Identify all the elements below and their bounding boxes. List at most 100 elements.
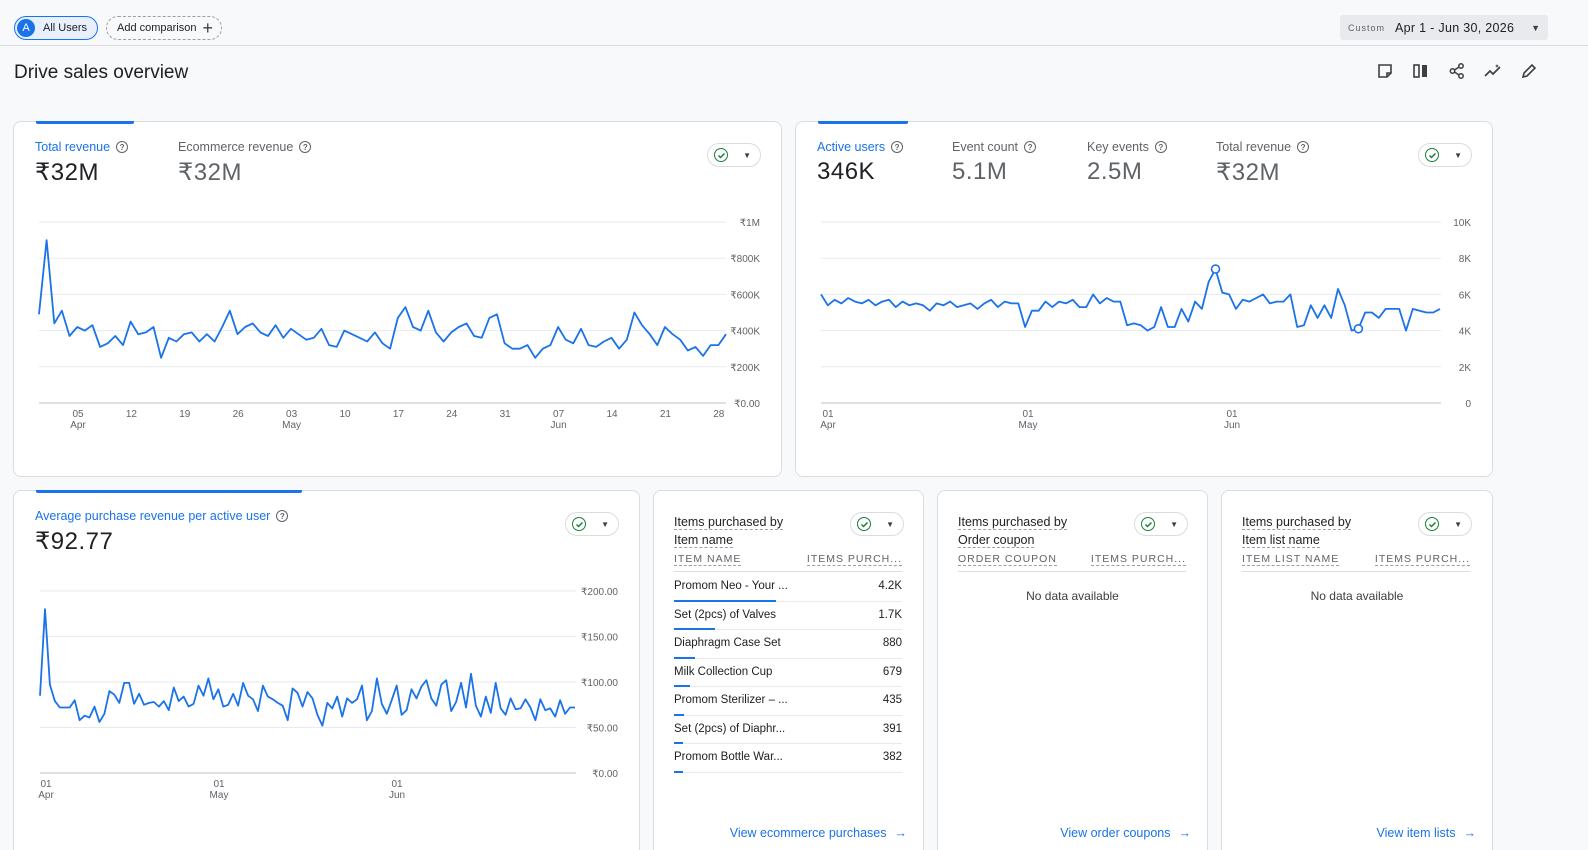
chevron-down-icon: ▼: [1454, 150, 1462, 160]
items-by-name-card: Items purchased by Item name ▼ ITEM NAME…: [653, 490, 924, 850]
view-item-lists-link[interactable]: View item lists →: [1377, 826, 1476, 840]
x-tick-month: Jun: [551, 420, 567, 431]
x-tick-label: 01: [822, 409, 834, 420]
metric-label: Ecommerce revenue: [178, 140, 294, 154]
data-quality-chip[interactable]: ▼: [1134, 512, 1188, 536]
metric-key-events[interactable]: Key events? 2.5M: [1087, 140, 1167, 186]
metric-value: ₹32M: [35, 159, 99, 186]
y-tick-label: ₹0.00: [734, 399, 760, 410]
check-circle-icon: [1425, 148, 1439, 162]
help-icon[interactable]: ?: [1297, 141, 1310, 153]
item-name-cell: Set (2pcs) of Valves: [674, 608, 777, 621]
check-circle-icon: [857, 517, 871, 531]
column-header-items-purchased[interactable]: ITEMS PURCH...: [1090, 553, 1186, 566]
card-title-line2[interactable]: Order coupon: [958, 533, 1035, 548]
revenue-card: Total revenue? ₹32M Ecommerce revenue? ₹…: [13, 121, 782, 477]
metric-label: Active users: [817, 140, 886, 154]
x-tick-month: May: [282, 420, 301, 431]
metric-value: ₹32M: [178, 159, 242, 186]
date-range-picker[interactable]: Custom Apr 1 - Jun 30, 2026 ▼: [1340, 15, 1548, 40]
y-tick-label: 2K: [1459, 363, 1472, 374]
share-bar: [674, 742, 684, 744]
y-tick-label: ₹200.00: [581, 587, 618, 598]
metric-total-revenue[interactable]: Total revenue? ₹32M: [1216, 140, 1310, 187]
arrow-right-icon: →: [894, 826, 908, 840]
data-quality-chip[interactable]: ▼: [707, 143, 761, 167]
chevron-down-icon: ▼: [886, 519, 894, 529]
card-title-line1: Items purchased by: [958, 515, 1068, 530]
y-tick-label: 6K: [1459, 290, 1472, 301]
help-icon[interactable]: ?: [299, 141, 312, 153]
table-row[interactable]: Set (2pcs) of Diaphr... 391: [674, 716, 902, 744]
link-label: View item lists: [1376, 826, 1456, 840]
data-quality-chip[interactable]: ▼: [850, 512, 904, 536]
metric-active-users[interactable]: Active users? 346K: [817, 140, 904, 186]
arpu-line-chart: ₹200.00₹150.00₹100.00₹50.00₹0.0001Apr01M…: [38, 587, 618, 801]
series-line: [38, 239, 727, 359]
chevron-down-icon: ▼: [743, 150, 751, 160]
table-row[interactable]: Set (2pcs) of Valves 1.7K: [674, 602, 902, 630]
x-tick-month: Apr: [70, 420, 86, 431]
card-title: Items purchased by Item name: [674, 513, 784, 549]
metric-arpu[interactable]: Average purchase revenue per active user…: [35, 509, 289, 556]
metric-value: 5.1M: [952, 158, 1008, 185]
view-ecommerce-purchases-link[interactable]: View ecommerce purchases →: [730, 826, 907, 840]
metric-total-revenue[interactable]: Total revenue? ₹32M: [35, 140, 129, 187]
arpu-card: Average purchase revenue per active user…: [13, 490, 640, 850]
card-title-line2[interactable]: Item name: [674, 533, 734, 548]
x-tick-label: 28: [713, 409, 725, 420]
help-icon[interactable]: ?: [1024, 141, 1037, 153]
column-header-items-purchased[interactable]: ITEMS PURCH...: [806, 553, 902, 566]
items-purchased-cell: 391: [882, 722, 902, 735]
x-tick-label: 03: [286, 409, 298, 420]
data-quality-chip[interactable]: ▼: [1418, 143, 1472, 167]
column-header-item-name[interactable]: ITEM NAME: [674, 553, 742, 566]
metric-label: Average purchase revenue per active user: [35, 509, 271, 523]
metric-event-count[interactable]: Event count? 5.1M: [952, 140, 1037, 186]
x-tick-label: 01: [1226, 409, 1238, 420]
plus-icon: +: [202, 18, 214, 38]
data-quality-chip[interactable]: ▼: [1418, 512, 1472, 536]
help-icon[interactable]: ?: [1154, 141, 1167, 153]
items-purchased-cell: 880: [882, 637, 902, 649]
no-data-message: No data available: [1310, 589, 1404, 603]
data-quality-chip[interactable]: ▼: [565, 512, 619, 536]
insights-icon[interactable]: [1482, 60, 1504, 82]
item-name-cell: Set (2pcs) of Diaphr...: [674, 722, 786, 735]
arrow-right-icon: →: [1463, 826, 1477, 840]
table-row[interactable]: Promom Sterilizer – ... 435: [674, 687, 902, 716]
help-icon[interactable]: ?: [276, 510, 289, 522]
help-icon[interactable]: ?: [116, 141, 129, 153]
table-row[interactable]: Diaphragm Case Set 880: [674, 630, 902, 659]
column-header-item-list-name[interactable]: ITEM LIST NAME: [1242, 553, 1340, 566]
item-name-cell: Milk Collection Cup: [674, 665, 773, 678]
view-order-coupons-link[interactable]: View order coupons →: [1060, 826, 1191, 840]
metric-ecommerce-revenue[interactable]: Ecommerce revenue? ₹32M: [178, 140, 312, 187]
item-name-cell: Diaphragm Case Set: [674, 637, 781, 649]
x-tick-label: 19: [179, 409, 191, 420]
help-icon[interactable]: ?: [891, 141, 904, 153]
add-comparison-button[interactable]: Add comparison +: [106, 16, 223, 40]
share-bar: [674, 685, 691, 687]
share-bar: [674, 656, 696, 659]
table-header: ORDER COUPON ITEMS PURCH...: [958, 553, 1186, 572]
compare-columns-icon[interactable]: [1410, 60, 1432, 82]
table-row[interactable]: Promom Bottle War... 382: [674, 744, 902, 773]
y-tick-label: ₹100.00: [581, 678, 618, 689]
page-title: Drive sales overview: [14, 62, 189, 83]
all-users-chip[interactable]: A All Users: [14, 16, 99, 40]
active-tab-indicator: [36, 121, 134, 124]
x-tick-month: Jun: [1224, 420, 1240, 431]
table-row[interactable]: Promom Neo - Your ... 4.2K: [674, 573, 902, 602]
table-row[interactable]: Milk Collection Cup 679: [674, 659, 902, 687]
card-title-line2[interactable]: Item list name: [1242, 533, 1320, 548]
note-icon[interactable]: [1374, 60, 1396, 82]
column-header-order-coupon[interactable]: ORDER COUPON: [958, 553, 1057, 566]
items-purchased-cell: 382: [882, 751, 902, 763]
edit-pencil-icon[interactable]: [1518, 60, 1540, 82]
metric-label: Total revenue: [1216, 140, 1292, 154]
y-tick-label: ₹400K: [730, 327, 760, 338]
share-icon[interactable]: [1446, 60, 1468, 82]
column-header-items-purchased[interactable]: ITEMS PURCH...: [1374, 553, 1470, 566]
top-bar: A All Users Add comparison + Custom Apr …: [0, 0, 1588, 46]
